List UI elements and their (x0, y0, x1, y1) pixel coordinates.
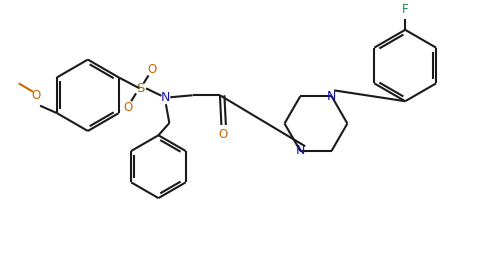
Text: O: O (148, 63, 157, 76)
Text: N: N (295, 144, 305, 157)
Text: O: O (31, 89, 41, 102)
Text: O: O (123, 101, 132, 114)
Text: N: N (327, 90, 336, 103)
Text: S: S (136, 82, 144, 95)
Text: F: F (402, 3, 408, 16)
Text: N: N (161, 91, 170, 104)
Text: O: O (219, 128, 228, 141)
